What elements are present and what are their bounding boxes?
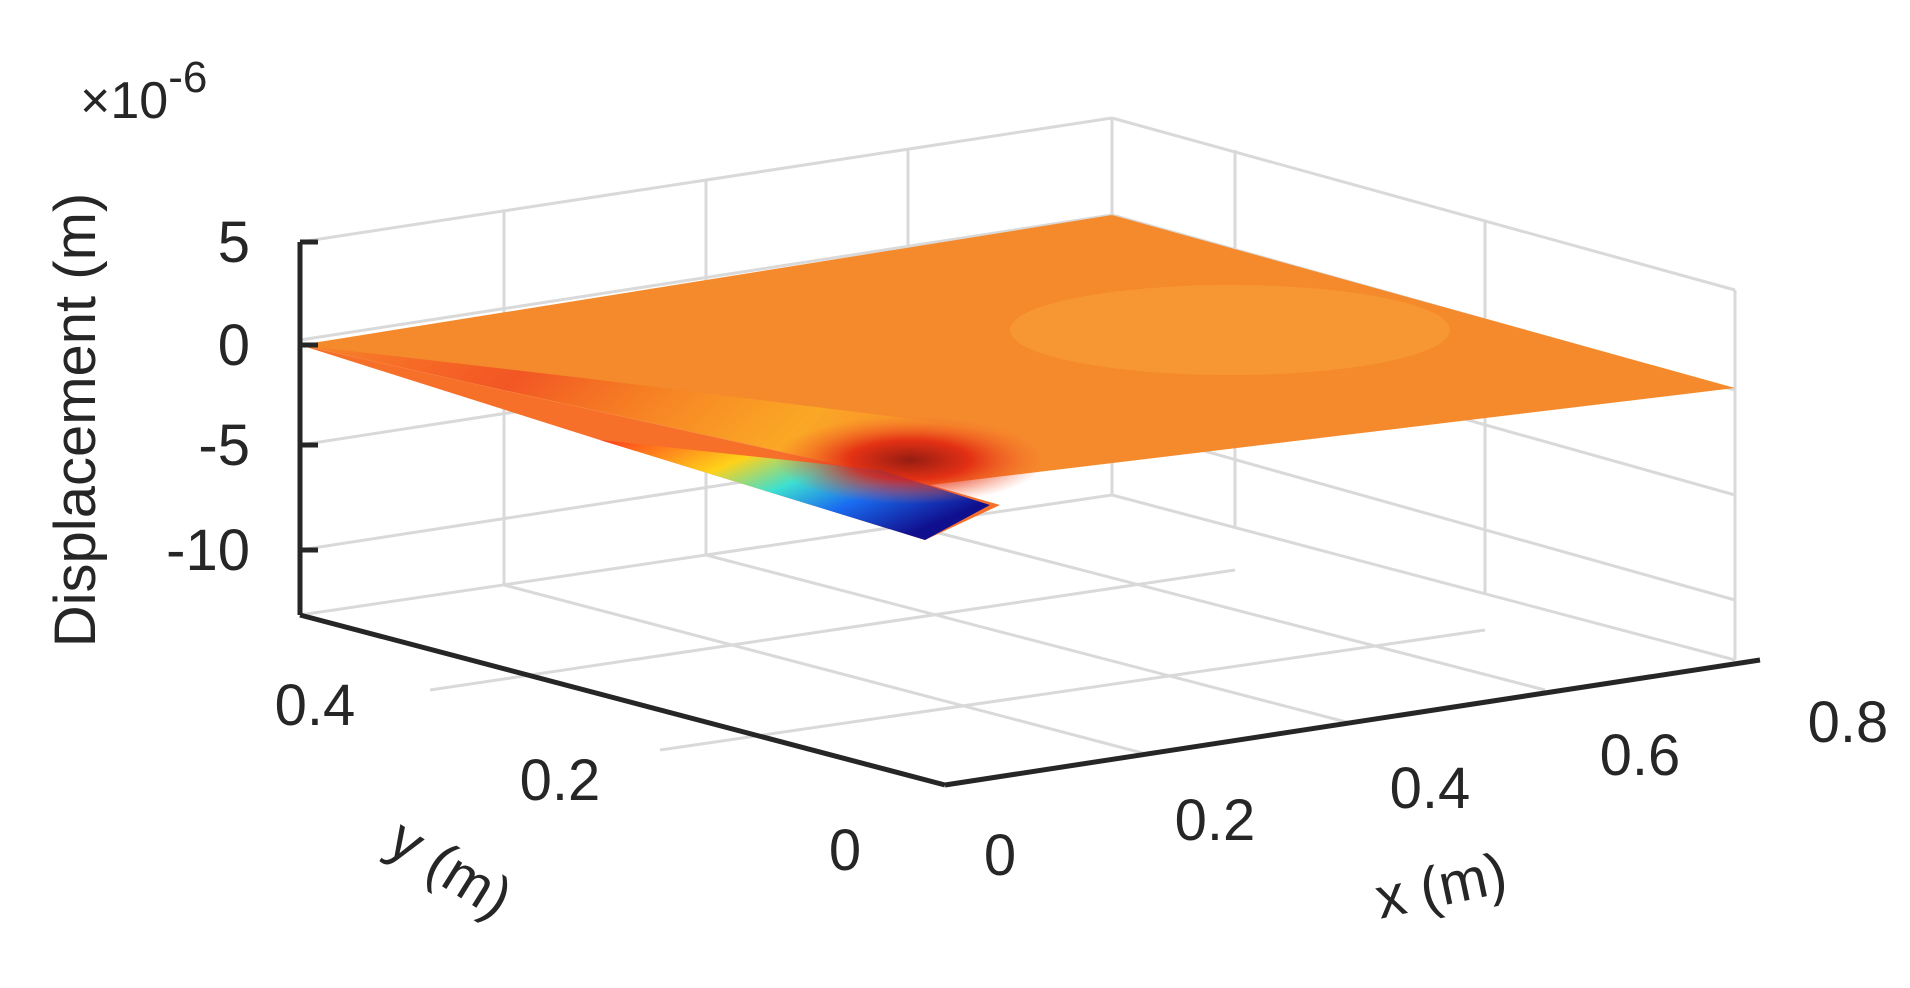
y-tick-label: 0 bbox=[829, 818, 861, 883]
y-tick-label: 0.2 bbox=[520, 748, 601, 813]
surface-deep-edge bbox=[600, 440, 990, 540]
z-tick-label: -5 bbox=[198, 413, 250, 478]
axes-lines bbox=[297, 239, 1761, 788]
surface-min-region bbox=[775, 416, 1045, 504]
grid-line bbox=[1111, 493, 1736, 662]
grid-line bbox=[299, 116, 1113, 244]
x-tick-label: 0.8 bbox=[1808, 690, 1889, 755]
x-tick-label: 0.4 bbox=[1390, 756, 1471, 821]
grid-line bbox=[299, 213, 1113, 342]
surface bbox=[300, 215, 1735, 540]
x-axis-line bbox=[944, 657, 1761, 788]
z-axis-label: Displacement (m) bbox=[43, 193, 108, 647]
grid-line bbox=[659, 628, 1486, 752]
surface-light-region bbox=[1010, 285, 1450, 375]
x-tick-label: 0 bbox=[984, 823, 1016, 888]
z-tick-label: -10 bbox=[166, 518, 250, 583]
grid-line bbox=[907, 523, 1546, 692]
y-tick-label: 0.4 bbox=[275, 673, 356, 738]
x-tick-label: 0.2 bbox=[1175, 788, 1256, 853]
grid-line bbox=[705, 553, 1351, 725]
y-axis-label: y (m) bbox=[377, 806, 523, 931]
grid-line bbox=[1111, 423, 1736, 602]
z-exponent-base: ×10 bbox=[80, 72, 168, 130]
z-tick-label: 5 bbox=[218, 210, 250, 275]
grid-line bbox=[429, 568, 1236, 692]
y-axis-line bbox=[299, 612, 946, 788]
grid-line bbox=[503, 583, 1151, 757]
x-axis-label: x (m) bbox=[1370, 840, 1513, 931]
z-tick-label: 0 bbox=[218, 313, 250, 378]
z-exponent-label: ×10-6 bbox=[80, 53, 207, 130]
grid-line bbox=[1111, 116, 1736, 292]
z-exponent-power: -6 bbox=[168, 53, 207, 102]
x-tick-label: 0.6 bbox=[1600, 723, 1681, 788]
